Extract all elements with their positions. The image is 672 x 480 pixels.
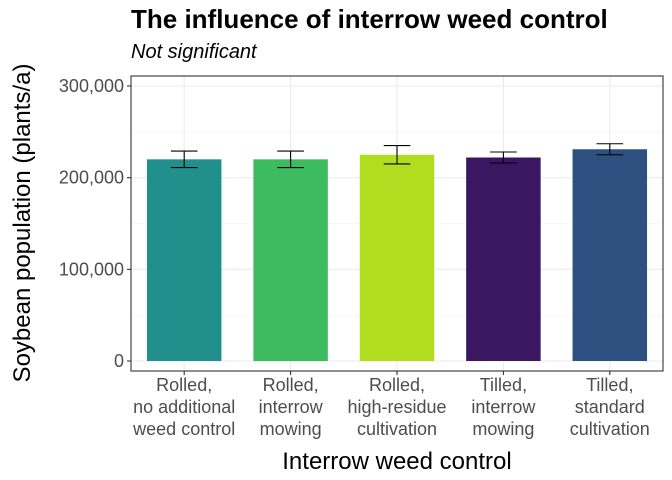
x-tick-label-line: weed control (132, 419, 235, 439)
x-tick-label-line: high-residue (347, 397, 446, 417)
bars (146, 149, 648, 361)
x-tick-label-line: cultivation (357, 419, 437, 439)
bar (572, 149, 648, 361)
x-tick-label: Rolled, no additional weed control (132, 375, 235, 439)
x-tick-label-line: Tilled, (586, 375, 633, 395)
x-tick-label-line: no additional (133, 397, 235, 417)
error-bar (277, 150, 304, 169)
y-tick-label: 300,000 (59, 76, 124, 96)
x-axis-title: Interrow weed control (282, 448, 511, 475)
bar (146, 159, 222, 361)
y-axis: 0 100,000 200,000 300,000 (59, 76, 131, 371)
x-tick-label: Tilled, standard cultivation (570, 375, 650, 439)
y-axis-title: Soybean population (plants/a) (9, 64, 36, 383)
x-tick-label-line: Rolled, (263, 375, 319, 395)
y-tick-label: 100,000 (59, 259, 124, 279)
x-tick-label-line: standard (575, 397, 645, 417)
y-tick-label: 0 (114, 351, 124, 371)
error-bar (596, 143, 624, 156)
x-tick-label: Rolled, interrow mowing (259, 375, 324, 439)
error-bars (170, 143, 624, 169)
error-bar (490, 151, 517, 164)
x-tick-label: Tilled, interrow mowing (471, 375, 536, 439)
x-tick-label-line: interrow (471, 397, 536, 417)
x-tick-label-line: Rolled, (156, 375, 212, 395)
x-tick-label: Rolled, high-residue cultivation (347, 375, 446, 439)
x-tick-label-line: interrow (259, 397, 324, 417)
bar (466, 157, 541, 361)
chart-subtitle: Not significant (131, 41, 258, 63)
x-tick-label-line: cultivation (570, 419, 650, 439)
chart-title: The influence of interrow weed control (131, 4, 608, 34)
x-tick-label-line: Tilled, (480, 375, 527, 395)
x-tick-label-line: mowing (260, 419, 322, 439)
error-bar (170, 150, 198, 169)
bar (253, 159, 328, 361)
x-tick-label-line: Rolled, (369, 375, 425, 395)
y-tick-label: 200,000 (59, 168, 124, 188)
bar (359, 154, 435, 361)
error-bar (383, 145, 411, 165)
x-tick-label-line: mowing (472, 419, 534, 439)
